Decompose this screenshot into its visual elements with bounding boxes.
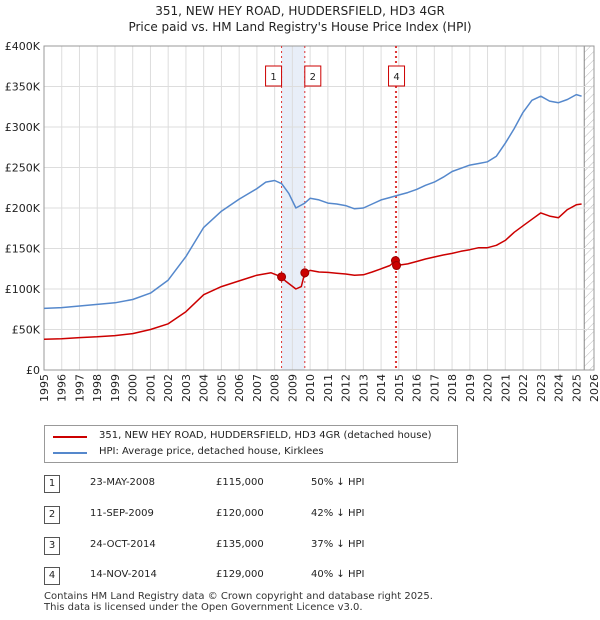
legend-label-property: 351, NEW HEY ROAD, HUDDERSFIELD, HD3 4GR… [99, 430, 432, 441]
transaction-hpi: 37% ↓ HPI [311, 539, 365, 550]
y-tick-label: £400K [5, 40, 41, 53]
footer-licence: This data is licensed under the Open Gov… [44, 602, 363, 613]
legend-label-hpi: HPI: Average price, detached house, Kirk… [99, 446, 324, 457]
x-tick-label: 2015 [393, 374, 406, 402]
x-tick-label: 2014 [375, 374, 388, 402]
x-tick-label: 2003 [180, 374, 193, 402]
x-tick-label: 2024 [553, 374, 566, 402]
transaction-number: 4 [44, 567, 60, 585]
x-tick-label: 2020 [482, 374, 495, 402]
x-tick-label: 2017 [428, 374, 441, 402]
x-tick-label: 2002 [162, 374, 175, 402]
sale-marker-label: 1 [270, 72, 276, 83]
x-tick-label: 2013 [357, 374, 370, 402]
x-tick-label: 2010 [304, 374, 317, 402]
x-tick-label: 2006 [233, 374, 246, 402]
plot-frame [43, 45, 595, 371]
y-tick-label: £100K [5, 283, 41, 296]
x-tick-label: 2016 [411, 374, 424, 402]
x-tick-label: 1997 [73, 374, 86, 402]
x-tick-label: 2007 [251, 374, 264, 402]
legend-swatch-property [53, 436, 87, 438]
chart-subtitle: Price paid vs. HM Land Registry's House … [128, 20, 472, 34]
x-tick-label: 1996 [56, 374, 69, 402]
x-tick-label: 2001 [144, 374, 157, 402]
x-tick-label: 2005 [215, 374, 228, 402]
x-tick-label: 1998 [91, 374, 104, 402]
price-chart: £0 £50K £100K £150K £200K £250K £300K £350K £400… [5, 40, 600, 402]
transaction-price: £135,000 [216, 539, 264, 550]
x-tick-label: 2023 [535, 374, 548, 402]
transaction-date: 14-NOV-2014 [90, 569, 157, 580]
transaction-number: 1 [44, 475, 60, 493]
sale-point [277, 272, 287, 282]
sale-marker-box [304, 65, 322, 87]
sale-marker-box [388, 65, 406, 87]
footer-copyright: Contains HM Land Registry data © Crown c… [44, 591, 433, 602]
legend: 351, NEW HEY ROAD, HUDDERSFIELD, HD3 4GR… [44, 425, 458, 463]
x-tick-label: 1999 [109, 374, 122, 402]
transaction-hpi: 50% ↓ HPI [311, 477, 365, 488]
sale-marker-label: 4 [393, 72, 399, 83]
transaction-price: £115,000 [216, 477, 264, 488]
x-tick-label: 2021 [499, 374, 512, 402]
y-tick-label: £50K [12, 324, 41, 337]
transaction-date: 11-SEP-2009 [90, 508, 154, 519]
x-tick-label: 1995 [38, 374, 51, 402]
x-tick-label: 2008 [269, 374, 282, 402]
y-tick-label: £300K [5, 121, 41, 134]
x-tick-label: 2004 [198, 374, 211, 402]
chart-title: 351, NEW HEY ROAD, HUDDERSFIELD, HD3 4GR [155, 4, 445, 18]
x-tick-label: 2011 [322, 374, 335, 402]
sale-point [300, 268, 310, 278]
y-tick-label: £0 [26, 364, 40, 377]
sale-marker-box [265, 65, 283, 87]
sale-point [392, 261, 402, 271]
y-tick-label: £150K [5, 243, 41, 256]
x-tick-label: 2022 [517, 374, 530, 402]
hpi-series-line [43, 93, 582, 310]
transaction-hpi: 42% ↓ HPI [311, 508, 365, 519]
x-tick-label: 2018 [446, 374, 459, 402]
x-tick-label: 2000 [127, 374, 140, 402]
x-tick-label: 2025 [570, 374, 583, 402]
transaction-number: 2 [44, 506, 60, 524]
x-tick-label: 2019 [464, 374, 477, 402]
x-tick-label: 2012 [340, 374, 353, 402]
y-tick-label: £350K [5, 81, 41, 94]
transaction-date: 24-OCT-2014 [90, 539, 156, 550]
transaction-number: 3 [44, 537, 60, 555]
sale-marker-label: 2 [310, 72, 316, 83]
transaction-date: 23-MAY-2008 [90, 477, 156, 488]
y-tick-label: £250K [5, 162, 41, 175]
transaction-price: £129,000 [216, 569, 264, 580]
y-tick-label: £200K [5, 202, 41, 215]
property-series-line [43, 203, 582, 340]
footer: Contains HM Land Registry data © Crown c… [44, 591, 433, 613]
legend-swatch-hpi [53, 452, 87, 454]
x-tick-label: 2009 [286, 374, 299, 402]
transaction-hpi: 40% ↓ HPI [311, 569, 365, 580]
transaction-price: £120,000 [216, 508, 264, 519]
x-tick-label: 2026 [588, 374, 600, 402]
